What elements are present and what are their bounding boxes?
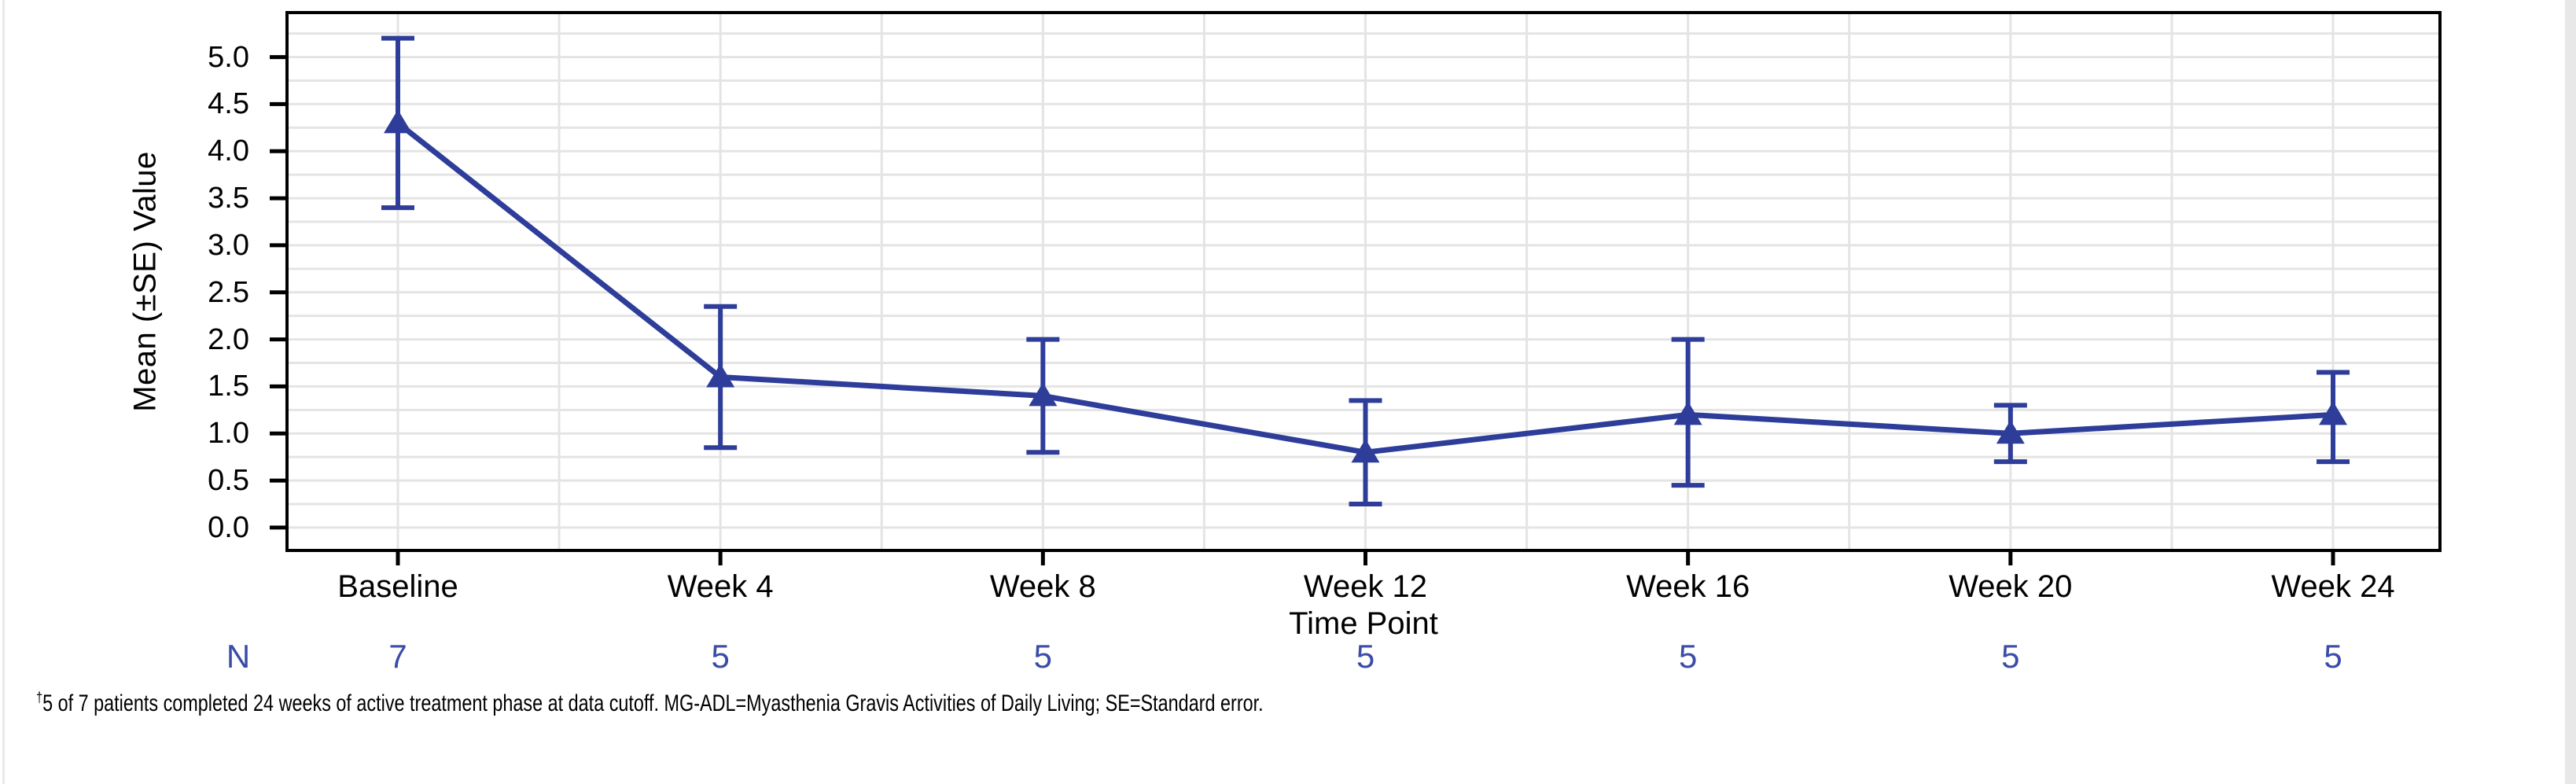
footnote-text: 5 of 7 patients completed 24 weeks of ac… xyxy=(42,690,1264,716)
n-value: 5 xyxy=(2324,638,2342,675)
triangle-marker xyxy=(1996,420,2025,444)
n-value: 5 xyxy=(2001,638,2020,675)
plot-frame xyxy=(285,11,2442,552)
n-value: 7 xyxy=(388,638,407,675)
y-tick-label: 0.5 xyxy=(208,464,249,498)
page-right-edge-strip xyxy=(2565,0,2576,784)
y-tick-label: 2.0 xyxy=(208,322,249,356)
n-row-label: N xyxy=(226,638,251,675)
x-category-label: Week 8 xyxy=(989,569,1096,604)
footnote: †5 of 7 patients completed 24 weeks of a… xyxy=(36,689,1264,719)
page-left-edge-line xyxy=(2,0,5,784)
n-value: 5 xyxy=(711,638,730,675)
n-value: 5 xyxy=(1033,638,1052,675)
y-tick-label: 1.5 xyxy=(208,370,249,403)
y-tick-label: 0.0 xyxy=(208,510,249,544)
triangle-marker xyxy=(1351,439,1380,463)
y-tick-label: 4.5 xyxy=(208,87,249,121)
triangle-marker xyxy=(1029,382,1058,407)
footnote-dagger-marker: † xyxy=(36,689,43,705)
x-category-label: Week 24 xyxy=(2271,569,2395,604)
x-category-label: Week 16 xyxy=(1626,569,1750,604)
y-tick-label: 4.0 xyxy=(208,134,249,168)
y-tick-label: 3.0 xyxy=(208,228,249,262)
y-tick-label: 2.5 xyxy=(208,275,249,309)
x-category-label: Week 4 xyxy=(667,569,774,604)
n-value: 5 xyxy=(1678,638,1698,675)
x-axis-title: Time Point xyxy=(1289,606,1438,641)
y-tick-label: 1.0 xyxy=(208,417,249,451)
x-category-label: Week 20 xyxy=(1949,569,2073,604)
x-category-label: Baseline xyxy=(337,569,458,604)
y-tick-label: 3.5 xyxy=(208,182,249,215)
triangle-marker xyxy=(384,109,412,134)
triangle-marker xyxy=(1673,401,1702,425)
triangle-marker xyxy=(706,363,735,388)
triangle-marker xyxy=(2319,401,2348,425)
n-value: 5 xyxy=(1356,638,1375,675)
x-category-label: Week 12 xyxy=(1303,569,1428,604)
y-tick-label: 5.0 xyxy=(208,40,249,74)
